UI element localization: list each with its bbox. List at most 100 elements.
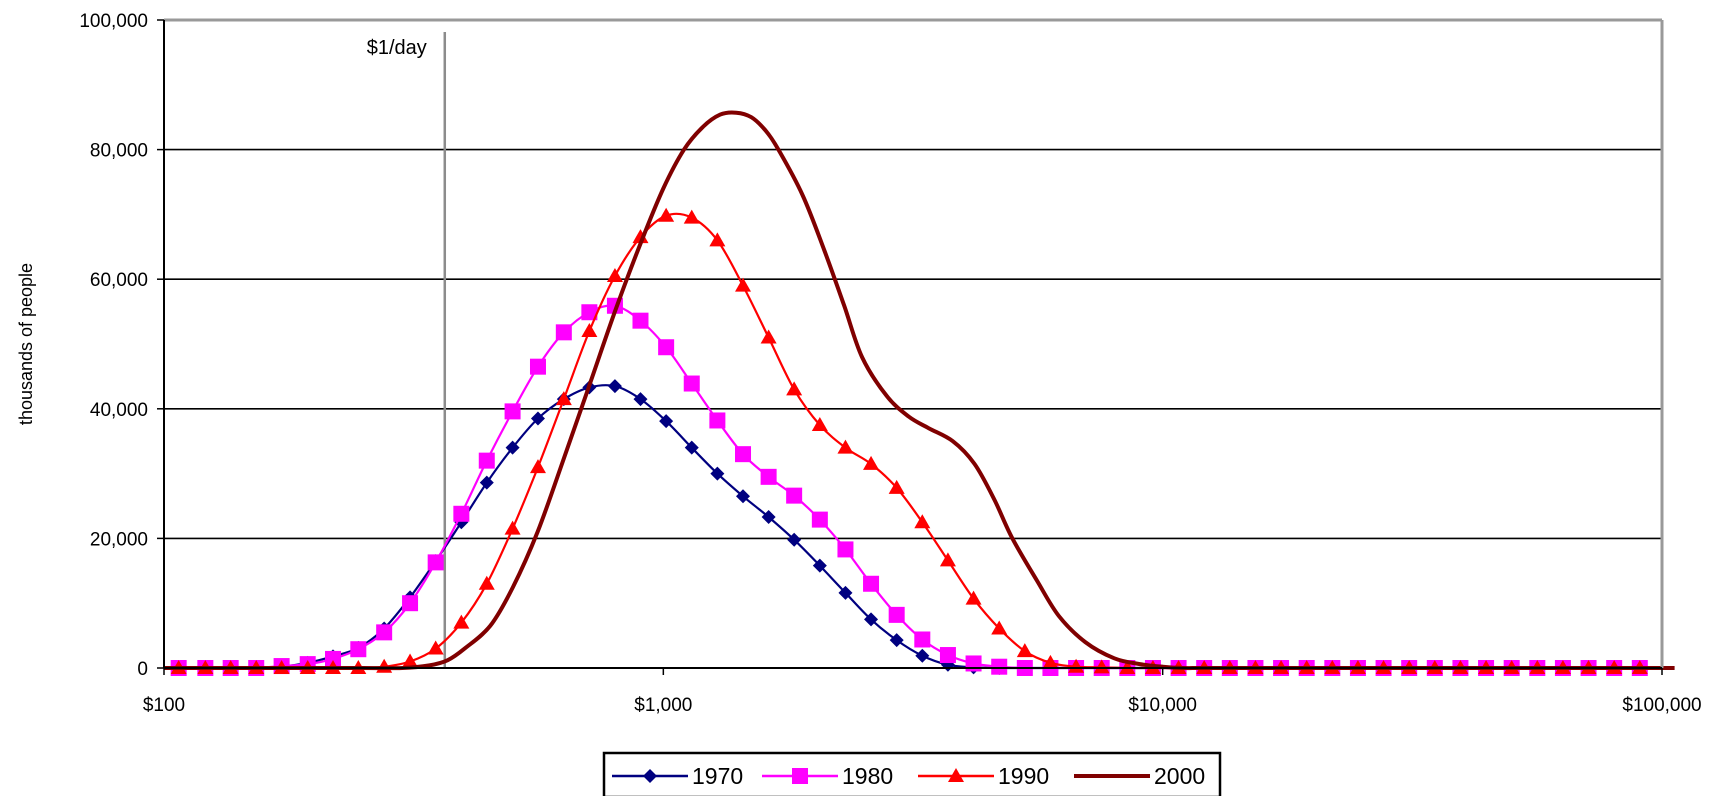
series-layer [164, 110, 1675, 676]
data-point-1980 [632, 312, 649, 329]
data-point-1970 [530, 411, 545, 426]
gridlines [164, 148, 1662, 540]
legend: 1970 1980 1990 2000 [602, 751, 1222, 796]
y-tick-label: 100,000 [79, 11, 148, 32]
x-tick-label: $100 [143, 695, 185, 716]
data-point-1970 [659, 414, 674, 429]
data-point-1990 [735, 277, 752, 292]
series-1980 [170, 297, 1648, 676]
data-point-1990 [965, 590, 982, 605]
data-point-1990 [427, 640, 444, 655]
axes [157, 18, 1664, 675]
data-point-1980 [453, 505, 470, 522]
data-point-1990 [888, 479, 905, 494]
data-point-1980 [991, 658, 1008, 675]
data-point-1980 [427, 554, 444, 571]
data-point-1990 [478, 575, 495, 590]
legend-marker-1990 [948, 768, 964, 782]
data-point-1990 [991, 620, 1008, 635]
tick-labels: 0 20,000 40,000 60,000 80,000 100,000 $100 $1,0… [79, 11, 1701, 716]
data-point-1970 [864, 612, 879, 627]
legend-marker-1970 [643, 769, 657, 783]
data-point-1990 [529, 459, 546, 474]
x-tick-label: $10,000 [1128, 695, 1197, 716]
data-point-1990 [555, 391, 572, 406]
legend-label-1980: 1980 [842, 763, 893, 789]
y-tick-label: 0 [137, 659, 148, 680]
data-point-1980 [376, 624, 393, 641]
data-point-1990 [863, 455, 880, 470]
data-point-1980 [914, 631, 931, 648]
data-point-1980 [478, 452, 495, 469]
data-point-1980 [325, 650, 342, 667]
data-point-1980 [350, 641, 367, 658]
legend-marker-1980 [792, 768, 808, 784]
data-point-1990 [786, 381, 803, 396]
data-point-1990 [504, 520, 521, 535]
y-axis-title: thousands of people [16, 263, 36, 425]
reference-line-label: $1/day [367, 37, 427, 59]
data-point-1970 [761, 510, 776, 525]
data-point-1990 [1016, 643, 1033, 658]
data-point-1980 [863, 575, 880, 592]
reference-line-group: $1/day [367, 32, 447, 668]
series-line-1970 [178, 384, 1640, 670]
series-1970 [171, 379, 1647, 675]
data-point-1970 [812, 558, 827, 573]
data-point-1980 [939, 647, 956, 664]
data-point-1980 [555, 324, 572, 341]
data-point-1990 [1093, 659, 1110, 674]
data-point-1990 [606, 267, 623, 282]
data-point-1970 [505, 440, 520, 455]
data-point-1990 [811, 417, 828, 431]
data-point-1990 [939, 552, 956, 567]
legend-label-1990: 1990 [998, 763, 1049, 789]
data-point-1980 [581, 304, 598, 321]
series-line-2000 [164, 110, 1675, 671]
data-point-1980 [402, 595, 419, 612]
series-line-1990 [178, 212, 1640, 670]
data-point-1970 [889, 633, 904, 648]
series-1990 [170, 207, 1648, 674]
data-point-1970 [633, 392, 648, 407]
y-tick-label: 40,000 [90, 400, 148, 421]
y-tick-label: 80,000 [90, 141, 148, 162]
data-point-1980 [760, 468, 777, 485]
series-2000 [164, 110, 1675, 671]
data-point-1990 [709, 232, 726, 247]
data-point-1970 [710, 466, 725, 481]
data-point-1990 [914, 514, 931, 529]
data-point-1970 [607, 379, 622, 394]
data-point-1990 [632, 229, 649, 244]
y-tick-label: 20,000 [90, 529, 148, 550]
data-point-1990 [658, 207, 675, 222]
data-point-1970 [684, 440, 699, 455]
data-point-1970 [915, 648, 930, 663]
data-point-1970 [479, 475, 494, 490]
data-point-1980 [658, 339, 675, 356]
data-point-1990 [1068, 658, 1085, 673]
data-point-1980 [504, 403, 521, 420]
x-tick-label: $1,000 [634, 695, 692, 716]
data-point-1980 [735, 446, 752, 463]
data-point-1990 [581, 323, 598, 338]
data-point-1990 [453, 614, 470, 629]
data-point-1980 [837, 541, 854, 558]
data-point-1980 [529, 358, 546, 375]
data-point-1980 [709, 412, 726, 429]
data-point-1990 [760, 329, 777, 344]
data-point-1990 [837, 439, 854, 454]
data-point-1970 [838, 585, 853, 600]
data-point-1990 [402, 653, 419, 668]
legend-label-1970: 1970 [692, 763, 743, 789]
data-point-1980 [965, 655, 982, 672]
legend-label-2000: 2000 [1154, 763, 1205, 789]
x-tick-label: $100,000 [1622, 695, 1701, 716]
data-point-1980 [683, 375, 700, 392]
y-tick-label: 60,000 [90, 270, 148, 291]
data-point-1970 [787, 532, 802, 547]
data-point-1990 [683, 209, 700, 224]
data-point-1980 [811, 511, 828, 528]
data-point-1970 [736, 489, 751, 504]
